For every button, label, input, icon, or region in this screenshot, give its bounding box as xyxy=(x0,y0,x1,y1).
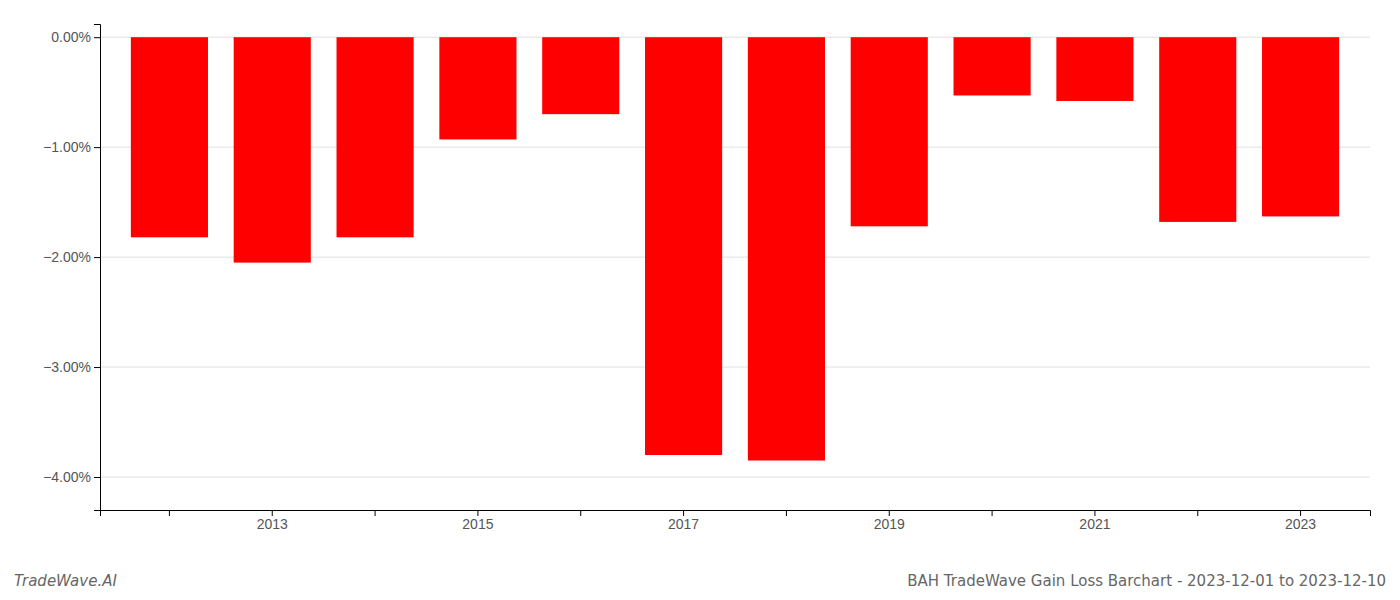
x-tick-mark xyxy=(580,510,581,516)
y-tick-mark xyxy=(94,367,100,368)
y-tick-label: 0.00% xyxy=(51,29,91,45)
x-tick xyxy=(786,510,787,516)
y-tick-label: −1.00% xyxy=(43,139,91,155)
x-tick-mark xyxy=(992,510,993,516)
bar xyxy=(337,37,414,237)
chart-svg: 0.00%−1.00%−2.00%−3.00%−4.00%20132015201… xyxy=(0,0,1400,600)
x-tick: 2013 xyxy=(257,510,288,532)
x-tick xyxy=(169,510,170,516)
x-tick: 2021 xyxy=(1079,510,1110,532)
grid-line xyxy=(100,477,1370,478)
y-tick-mark xyxy=(94,257,100,258)
x-tick-label: 2013 xyxy=(257,516,288,532)
x-tick: 2017 xyxy=(668,510,699,532)
x-tick-mark xyxy=(1197,510,1198,516)
x-tick-mark xyxy=(375,510,376,516)
x-tick-label: 2021 xyxy=(1079,516,1110,532)
bar xyxy=(131,37,208,237)
bar xyxy=(542,37,619,114)
bar xyxy=(439,37,516,139)
bar xyxy=(1056,37,1133,101)
bar xyxy=(1159,37,1236,222)
bars xyxy=(131,37,1339,460)
x-tick xyxy=(375,510,376,516)
x-tick xyxy=(580,510,581,516)
y-tick-label: −4.00% xyxy=(43,469,91,485)
x-tick-label: 2015 xyxy=(462,516,493,532)
y-tick: −3.00% xyxy=(43,359,100,375)
y-tick-mark xyxy=(94,37,100,38)
x-tick xyxy=(1197,510,1198,516)
x-tick: 2019 xyxy=(874,510,905,532)
bar xyxy=(234,37,311,262)
x-tick-label: 2019 xyxy=(874,516,905,532)
title: BAH TradeWave Gain Loss Barchart - 2023-… xyxy=(907,572,1386,590)
plot-area: 0.00%−1.00%−2.00%−3.00%−4.00%20132015201… xyxy=(43,25,1370,532)
bar xyxy=(748,37,825,460)
y-tick-mark xyxy=(94,477,100,478)
x-tick: 2015 xyxy=(462,510,493,532)
grid xyxy=(100,37,1370,477)
bar xyxy=(954,37,1031,95)
y-tick-label: −3.00% xyxy=(43,359,91,375)
x-tick-mark xyxy=(169,510,170,516)
x-axis: 2013 2015 2017 2019 2021 2023 xyxy=(101,510,1371,532)
x-axis-line xyxy=(101,511,1371,517)
y-tick: −4.00% xyxy=(43,469,100,485)
y-axis-line xyxy=(94,25,101,511)
y-tick-mark xyxy=(94,147,100,148)
bar xyxy=(851,37,928,226)
grid-line xyxy=(100,367,1370,368)
watermark: TradeWave.AI xyxy=(14,572,117,590)
y-tick: −1.00% xyxy=(43,139,100,155)
x-tick-mark xyxy=(786,510,787,516)
x-tick-label: 2023 xyxy=(1285,516,1316,532)
y-tick-label: −2.00% xyxy=(43,249,91,265)
bar xyxy=(645,37,722,455)
bar xyxy=(1262,37,1339,216)
x-tick-label: 2017 xyxy=(668,516,699,532)
y-axis: 0.00% −1.00% −2.00% −3.00% −4.00% xyxy=(43,25,100,511)
y-tick: −2.00% xyxy=(43,249,100,265)
x-tick xyxy=(992,510,993,516)
y-tick: 0.00% xyxy=(51,29,100,45)
x-tick: 2023 xyxy=(1285,510,1316,532)
